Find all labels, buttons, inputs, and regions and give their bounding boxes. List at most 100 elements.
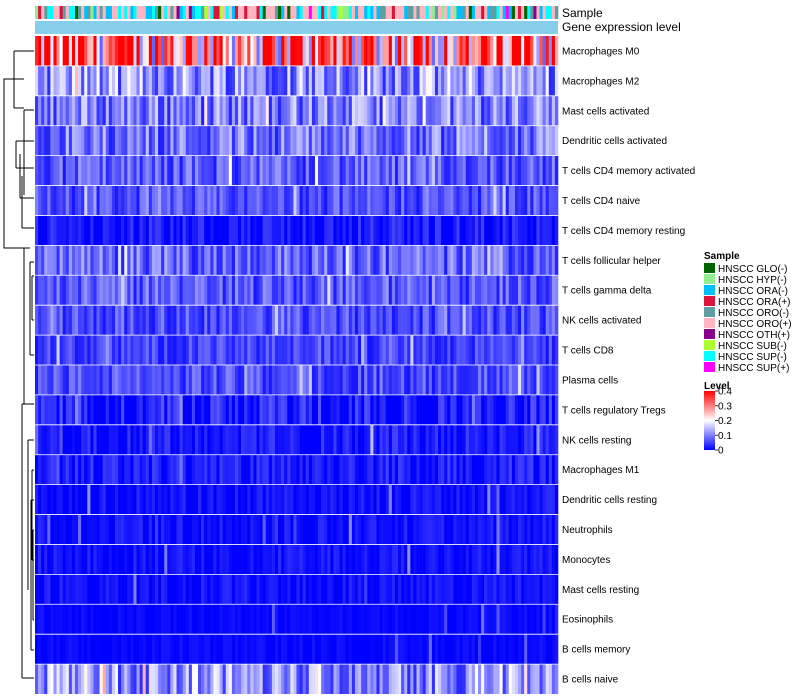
heatmap-cell: [278, 36, 282, 66]
heatmap-cell: [370, 95, 374, 126]
heatmap-cell: [358, 215, 362, 246]
heatmap-cell: [398, 125, 402, 156]
heatmap-cell: [530, 394, 534, 425]
heatmap-cell: [253, 424, 257, 455]
heatmap-cell: [496, 484, 500, 515]
heatmap-cell: [388, 574, 393, 605]
heatmap-cell: [274, 454, 279, 485]
heatmap-cell: [533, 634, 537, 665]
heatmap-cell: [259, 454, 263, 485]
sample-annotation-cell: [185, 6, 190, 19]
heatmap-cell: [324, 95, 328, 126]
heatmap-cell: [90, 664, 94, 694]
heatmap-cell: [234, 424, 239, 455]
heatmap-cell: [376, 305, 380, 336]
heatmap-cell: [47, 36, 51, 66]
heatmap-cell: [136, 574, 140, 605]
heatmap-cell: [391, 335, 396, 365]
heatmap-cell: [204, 424, 208, 455]
heatmap-cell: [379, 604, 383, 635]
heatmap-cell: [342, 365, 347, 395]
sample-annotation-cell: [422, 6, 427, 19]
heatmap-cell: [533, 664, 537, 694]
heatmap-cell: [441, 36, 445, 66]
level-legend: Level 0.40.30.20.10: [704, 381, 732, 457]
heatmap-cell: [167, 215, 171, 246]
heatmap-cell: [198, 634, 202, 665]
heatmap-cell: [188, 305, 193, 336]
heatmap-cell: [453, 215, 457, 246]
heatmap-cell: [554, 125, 559, 156]
heatmap-cell: [262, 305, 267, 336]
heatmap-cell: [228, 604, 233, 635]
heatmap-cell: [367, 484, 371, 515]
heatmap-cell: [398, 185, 402, 216]
heatmap-cell: [56, 335, 60, 365]
heatmap-cell: [68, 544, 73, 575]
heatmap-cell: [124, 125, 128, 156]
heatmap-cell: [527, 245, 531, 276]
heatmap-cell: [93, 185, 97, 216]
heatmap-cell: [428, 185, 433, 216]
heatmap-cell: [493, 514, 497, 545]
heatmap-cell: [293, 185, 297, 216]
heatmap-cell: [293, 484, 297, 515]
heatmap-cell: [441, 215, 445, 246]
heatmap-cell: [179, 544, 183, 575]
heatmap-cell: [493, 36, 497, 66]
heatmap-cell: [84, 155, 88, 186]
heatmap-cell: [265, 544, 270, 575]
heatmap-cell: [324, 155, 328, 186]
heatmap-cell: [379, 664, 383, 694]
sample-annotation-cell: [456, 6, 460, 19]
heatmap-cell: [130, 275, 134, 306]
heatmap-cell: [456, 634, 460, 665]
heatmap-cell: [327, 155, 331, 186]
heatmap-cell: [262, 365, 267, 395]
heatmap-cell: [434, 335, 439, 365]
heatmap-cell: [41, 125, 45, 156]
heatmap-cell: [259, 424, 263, 455]
heatmap-cell: [502, 155, 506, 186]
sample-annotation-cell: [207, 6, 211, 19]
heatmap-cell: [508, 394, 513, 425]
heatmap-cell: [518, 604, 522, 635]
heatmap-cell: [102, 514, 107, 545]
heatmap-cell: [290, 365, 294, 395]
heatmap-cell: [99, 484, 103, 515]
heatmap-cell: [351, 95, 356, 126]
heatmap-cell: [333, 544, 337, 575]
heatmap-cell: [241, 424, 245, 455]
heatmap-cell: [468, 484, 473, 515]
heatmap-cell: [407, 65, 411, 96]
heatmap-cell: [158, 36, 162, 66]
heatmap-cell: [410, 574, 414, 605]
heatmap-cell: [281, 155, 285, 186]
heatmap-cell: [96, 125, 100, 156]
heatmap-cell: [99, 424, 103, 455]
heatmap-cell: [481, 185, 485, 216]
heatmap-cell: [281, 245, 285, 276]
heatmap-cell: [422, 394, 427, 425]
heatmap-cell: [339, 454, 343, 485]
heatmap-cell: [468, 335, 473, 365]
heatmap-cell: [465, 424, 470, 455]
heatmap-cell: [434, 544, 439, 575]
heatmap-cell: [511, 514, 516, 545]
heatmap-cell: [173, 604, 177, 635]
heatmap-cell: [284, 664, 288, 694]
heatmap-cell: [425, 95, 430, 126]
heatmap-cell: [527, 335, 531, 365]
heatmap-cell: [287, 65, 291, 96]
heatmap-cell: [241, 335, 245, 365]
heatmap-cell: [148, 604, 153, 635]
heatmap-cell: [490, 514, 494, 545]
heatmap-cell: [133, 95, 137, 126]
heatmap-cell: [222, 454, 227, 485]
heatmap-cell: [271, 185, 276, 216]
sample-annotation-cell: [290, 6, 294, 19]
heatmap-cell: [108, 544, 113, 575]
heatmap-cell: [84, 365, 88, 395]
heatmap-cell: [524, 365, 528, 395]
heatmap-cell: [407, 155, 411, 186]
